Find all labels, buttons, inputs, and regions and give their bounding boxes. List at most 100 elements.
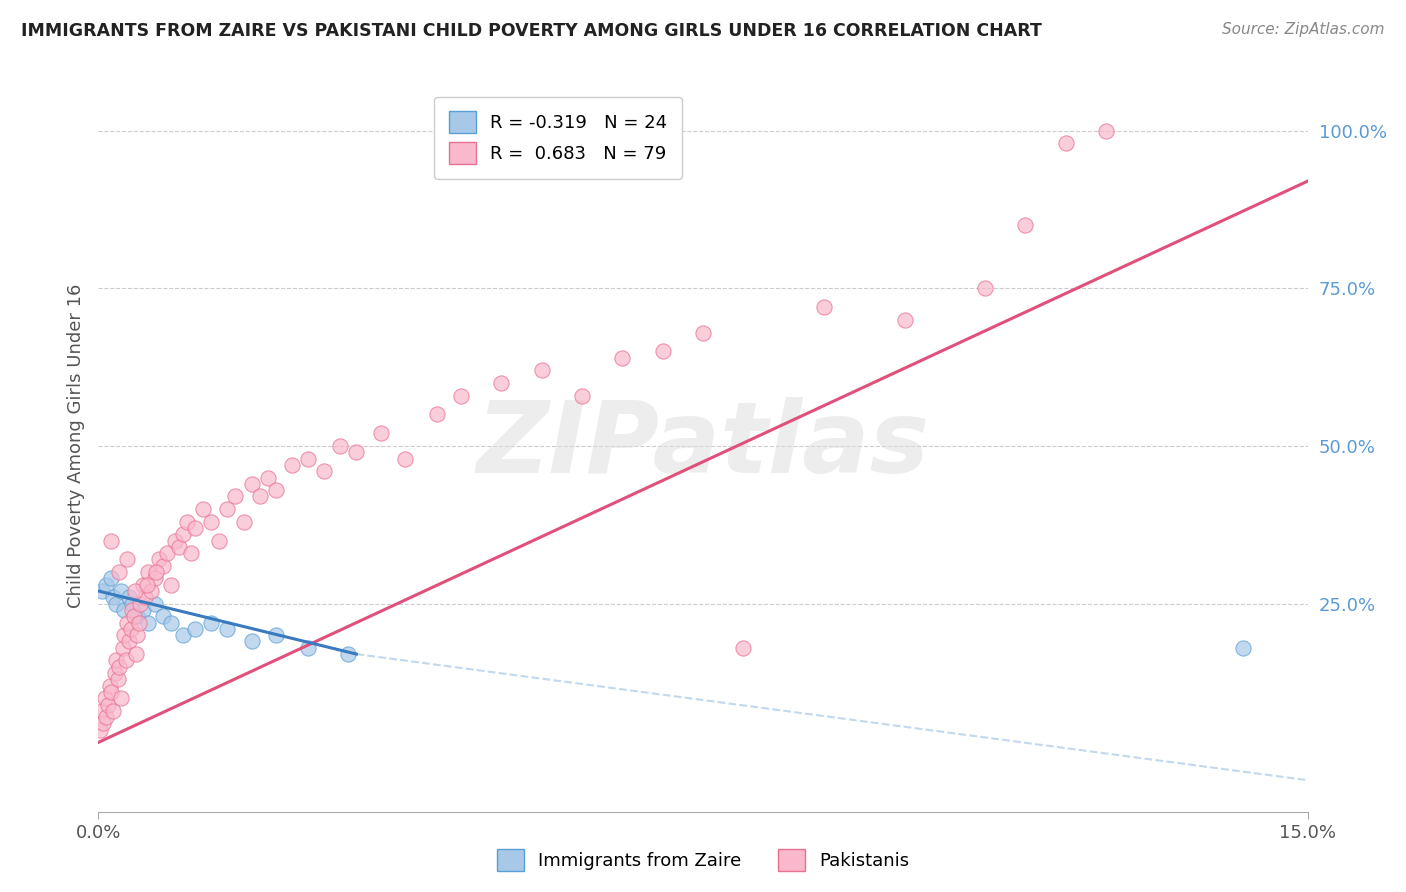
Point xyxy=(152,558,174,573)
Point xyxy=(132,603,155,617)
Point xyxy=(733,640,755,655)
Point xyxy=(156,546,179,560)
Point xyxy=(128,615,150,630)
Point xyxy=(172,628,194,642)
Point xyxy=(118,634,141,648)
Point xyxy=(167,540,190,554)
Point xyxy=(89,723,111,737)
Point xyxy=(132,578,155,592)
Point xyxy=(120,622,142,636)
Point xyxy=(134,591,156,605)
Legend: Immigrants from Zaire, Pakistanis: Immigrants from Zaire, Pakistanis xyxy=(489,842,917,879)
Point xyxy=(97,698,120,712)
Point xyxy=(127,628,149,642)
Point xyxy=(110,691,132,706)
Point xyxy=(1054,136,1077,151)
Point xyxy=(297,451,319,466)
Point xyxy=(571,388,593,402)
Point xyxy=(256,470,278,484)
Point xyxy=(217,622,239,636)
Point xyxy=(121,597,143,611)
Point xyxy=(100,685,122,699)
Point xyxy=(264,483,287,497)
Text: ZIPatlas: ZIPatlas xyxy=(477,398,929,494)
Point xyxy=(264,628,287,642)
Point xyxy=(118,591,141,605)
Point xyxy=(138,615,160,630)
Point xyxy=(100,571,122,585)
Point xyxy=(1232,640,1254,655)
Point xyxy=(107,565,129,579)
Legend: R = -0.319   N = 24, R =  0.683   N = 79: R = -0.319 N = 24, R = 0.683 N = 79 xyxy=(434,96,682,178)
Point xyxy=(138,565,160,579)
Point xyxy=(240,476,263,491)
Point xyxy=(160,615,183,630)
Point xyxy=(139,584,162,599)
Point xyxy=(135,578,157,592)
Point xyxy=(98,679,121,693)
Point xyxy=(91,716,114,731)
Point xyxy=(893,313,915,327)
Point xyxy=(121,603,143,617)
Point xyxy=(1095,124,1118,138)
Point xyxy=(450,388,472,402)
Point xyxy=(114,653,136,667)
Point xyxy=(426,408,449,422)
Point xyxy=(127,609,149,624)
Point xyxy=(297,640,319,655)
Point xyxy=(370,426,392,441)
Point xyxy=(129,597,152,611)
Point xyxy=(491,376,513,390)
Point xyxy=(124,647,146,661)
Point xyxy=(249,490,271,504)
Point xyxy=(94,691,117,706)
Point xyxy=(813,300,835,314)
Point xyxy=(200,515,222,529)
Point xyxy=(314,464,336,478)
Point xyxy=(100,533,122,548)
Point xyxy=(112,628,135,642)
Point xyxy=(122,609,145,624)
Point xyxy=(112,603,135,617)
Y-axis label: Child Poverty Among Girls Under 16: Child Poverty Among Girls Under 16 xyxy=(66,284,84,608)
Point xyxy=(224,490,246,504)
Point xyxy=(111,640,134,655)
Point xyxy=(184,622,207,636)
Point xyxy=(117,615,139,630)
Point xyxy=(152,609,174,624)
Point xyxy=(110,584,132,599)
Point xyxy=(96,578,118,592)
Point xyxy=(115,552,138,566)
Point xyxy=(96,710,118,724)
Point xyxy=(180,546,202,560)
Point xyxy=(344,445,367,459)
Point xyxy=(91,584,114,599)
Point xyxy=(240,634,263,648)
Point xyxy=(208,533,231,548)
Point xyxy=(103,665,125,680)
Point xyxy=(1014,219,1036,233)
Point xyxy=(107,673,129,687)
Point xyxy=(145,565,167,579)
Point xyxy=(124,584,146,599)
Point xyxy=(329,439,352,453)
Point xyxy=(172,527,194,541)
Point xyxy=(90,704,112,718)
Point xyxy=(184,521,207,535)
Text: IMMIGRANTS FROM ZAIRE VS PAKISTANI CHILD POVERTY AMONG GIRLS UNDER 16 CORRELATIO: IMMIGRANTS FROM ZAIRE VS PAKISTANI CHILD… xyxy=(21,22,1042,40)
Point xyxy=(200,615,222,630)
Point xyxy=(692,326,714,340)
Point xyxy=(337,647,360,661)
Point xyxy=(281,458,304,472)
Text: Source: ZipAtlas.com: Source: ZipAtlas.com xyxy=(1222,22,1385,37)
Point xyxy=(974,281,997,295)
Point xyxy=(143,571,166,585)
Point xyxy=(108,659,131,673)
Point xyxy=(193,502,215,516)
Point xyxy=(176,515,198,529)
Point xyxy=(105,653,128,667)
Point xyxy=(163,533,186,548)
Point xyxy=(160,578,183,592)
Point xyxy=(217,502,239,516)
Point xyxy=(101,704,124,718)
